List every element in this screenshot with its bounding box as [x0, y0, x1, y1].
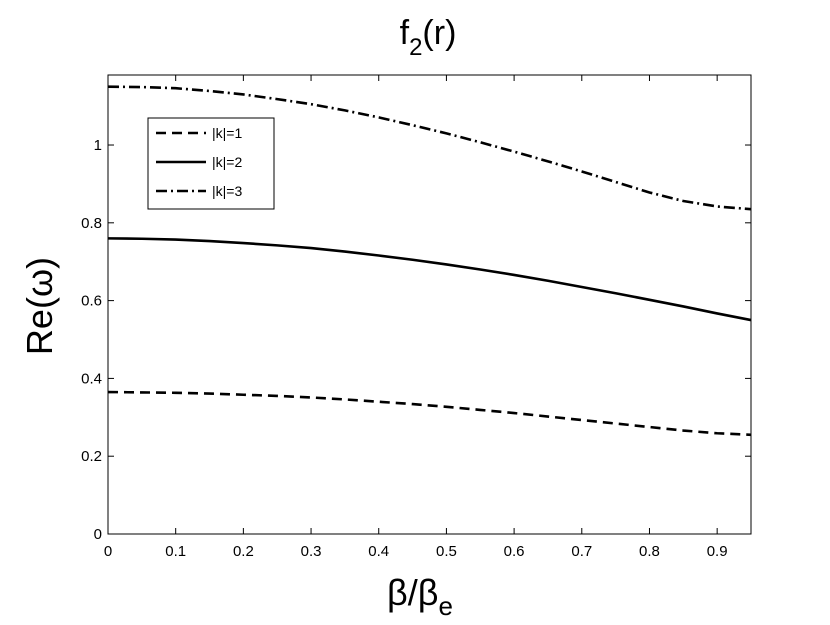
x-tick-label: 0.6 — [504, 543, 525, 560]
x-tick-label: 0.4 — [368, 543, 389, 560]
x-tick-label: 0.1 — [165, 543, 186, 560]
chart-title-subscript: 2 — [409, 34, 422, 61]
series-line-k3 — [107, 85, 752, 211]
y-tick-label: 1 — [94, 137, 102, 154]
x-axis-label: β/βe — [387, 572, 453, 621]
y-tick-label: 0.8 — [81, 215, 102, 232]
y-axis-label: Re(ω) — [19, 257, 60, 355]
x-tick-label: 0.5 — [436, 543, 457, 560]
chart-title-suffix: (r) — [422, 14, 456, 52]
x-axis-label-subscript: e — [438, 591, 452, 621]
plot-area-frame — [107, 74, 752, 535]
y-axis: 0 0.2 0.4 0.6 0.8 1 — [81, 137, 751, 543]
y-tick-label: 0.6 — [81, 293, 102, 310]
series-group — [107, 85, 752, 437]
legend-label-k3: |k|=3 — [212, 183, 242, 199]
x-tick-label: 0.8 — [639, 543, 660, 560]
x-tick-label: 0.2 — [233, 543, 254, 560]
legend-box — [147, 117, 275, 210]
y-tick-label: 0.4 — [81, 370, 102, 387]
legend: |k|=1 |k|=2 |k|=3 — [147, 117, 275, 210]
y-tick-label: 0 — [94, 526, 102, 543]
x-axis: 0 0.1 0.2 0.3 0.4 0.5 0.6 0.7 0.8 0.9 — [104, 75, 728, 560]
x-tick-label: 0.9 — [707, 543, 728, 560]
series-line-k1 — [107, 390, 752, 437]
series-line-k2 — [107, 237, 752, 322]
x-tick-label: 0.3 — [301, 543, 322, 560]
x-tick-label: 0 — [104, 543, 112, 560]
legend-label-k2: |k|=2 — [212, 154, 242, 170]
legend-label-k1: |k|=1 — [212, 125, 242, 141]
chart-title: f2(r) — [400, 14, 457, 61]
x-tick-label: 0.7 — [571, 543, 592, 560]
y-tick-label: 0.2 — [81, 448, 102, 465]
